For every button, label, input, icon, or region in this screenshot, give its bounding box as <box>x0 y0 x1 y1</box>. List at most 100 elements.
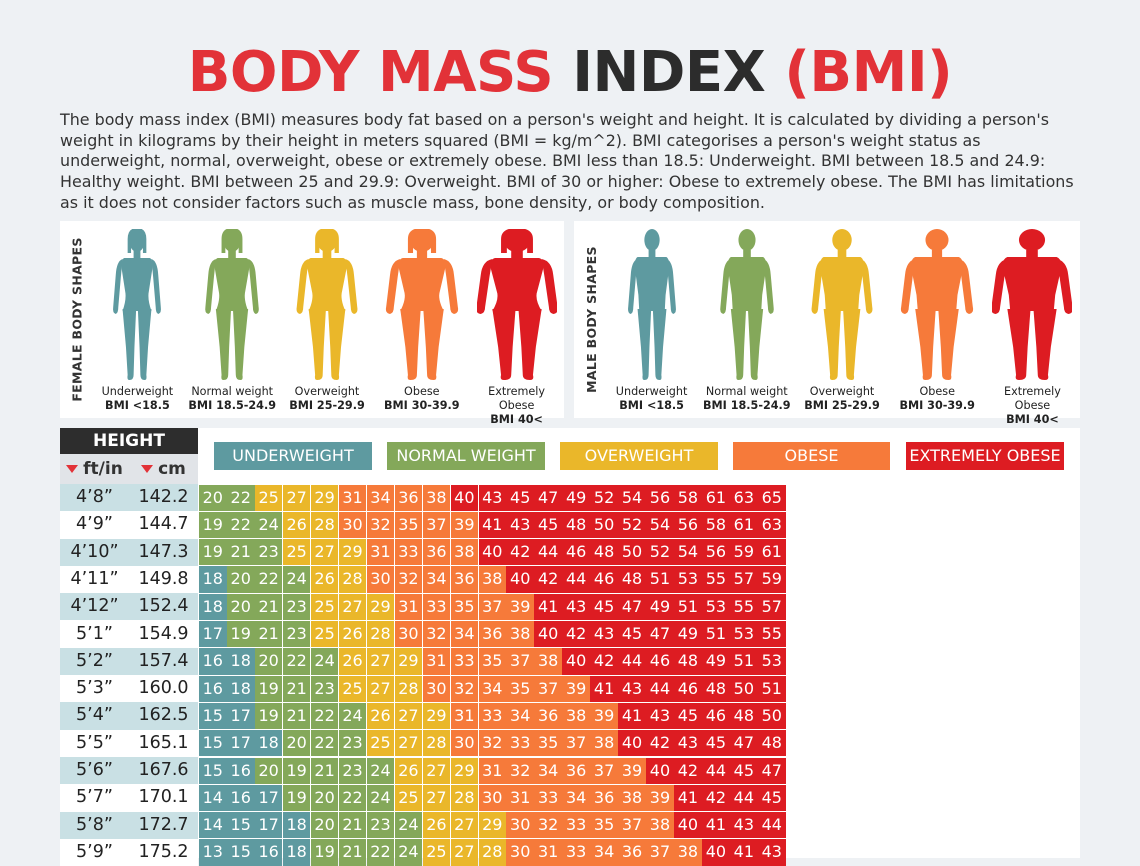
bmi-cell: 24 <box>366 784 395 812</box>
figure-caption: Extremely Obese BMI 40< <box>469 385 564 427</box>
bmi-cell: 20 <box>310 784 339 812</box>
bmi-cell: 39 <box>618 757 646 784</box>
bmi-cell: 58 <box>702 511 730 539</box>
bmi-cell: 48 <box>562 511 590 539</box>
bmi-cell: 59 <box>730 539 758 566</box>
bmi-cell: 27 <box>310 539 339 566</box>
bmi-cell: 43 <box>618 675 646 702</box>
bmi-cell: 56 <box>702 539 730 566</box>
height-cm: 170.1 <box>138 787 189 808</box>
height-cm: 147.3 <box>138 541 189 562</box>
bmi-cell: 43 <box>478 484 507 511</box>
bmi-cell: 46 <box>702 702 730 730</box>
bmi-cell: 39 <box>646 784 674 812</box>
bmi-cell: 30 <box>478 784 507 812</box>
height-row: 5’4” 162.5 <box>60 702 198 730</box>
bmi-cell: 31 <box>450 702 479 730</box>
bmi-cell: 19 <box>310 839 339 866</box>
bmi-cell: 57 <box>730 566 758 593</box>
bmi-cell: 45 <box>618 621 646 648</box>
bmi-cell: 50 <box>730 675 758 702</box>
bmi-cell: 43 <box>590 621 618 648</box>
body-silhouette-icon <box>476 229 557 380</box>
figure-label: Extremely Obese <box>1004 385 1061 412</box>
height-row: 5’6” 167.6 <box>60 757 198 785</box>
bmi-cell: 34 <box>562 784 590 812</box>
bmi-cell: 30 <box>394 621 423 648</box>
bmi-cell: 41 <box>674 784 702 812</box>
bmi-cell: 26 <box>366 702 395 730</box>
bmi-cell: 45 <box>534 511 562 539</box>
bmi-cell: 22 <box>366 839 395 866</box>
bmi-cell: 46 <box>646 648 674 675</box>
bmi-cell: 52 <box>590 484 618 511</box>
bmi-cell: 29 <box>366 593 395 620</box>
bmi-cell: 22 <box>310 730 339 757</box>
bmi-cell: 33 <box>422 593 451 620</box>
bmi-cell: 51 <box>674 593 702 620</box>
body-silhouette-icon <box>811 229 873 380</box>
bmi-cell: 20 <box>310 812 339 839</box>
bmi-cell: 16 <box>226 784 255 812</box>
bmi-cell: 25 <box>422 839 451 866</box>
height-header: HEIGHT <box>60 428 198 454</box>
bmi-cell: 28 <box>310 511 339 539</box>
bmi-cell: 31 <box>534 839 562 866</box>
height-ft-in: 4’8” <box>76 487 113 507</box>
bmi-cell: 20 <box>254 648 283 675</box>
bmi-cell: 36 <box>618 839 646 866</box>
bmi-cell: 13 <box>199 839 227 866</box>
male-panel-label: MALE BODY SHAPES <box>583 246 599 393</box>
bmi-cell: 21 <box>226 539 255 566</box>
bmi-cell: 51 <box>758 675 786 702</box>
height-cm: 167.6 <box>138 760 189 780</box>
bmi-cell: 41 <box>590 675 618 702</box>
bmi-cell: 46 <box>562 539 590 566</box>
bmi-cell: 22 <box>226 511 255 539</box>
bmi-cell: 27 <box>282 484 311 511</box>
bmi-cell: 19 <box>199 511 227 539</box>
legend-normal-weight: NORMAL WEIGHT <box>387 442 545 470</box>
bmi-cell: 48 <box>758 730 786 757</box>
bmi-cell: 37 <box>506 648 535 675</box>
height-cm: 144.7 <box>138 514 189 535</box>
bmi-cell: 50 <box>590 511 618 539</box>
bmi-cell: 21 <box>254 593 283 620</box>
height-row: 4’8” 142.2 <box>60 484 198 512</box>
bmi-cell: 35 <box>450 593 479 620</box>
body-silhouette-icon <box>296 229 358 380</box>
bmi-cell: 38 <box>618 784 646 812</box>
female-figure-underweight: Underweight BMI <18.5 <box>90 221 185 418</box>
height-row: 4’11” 149.8 <box>60 565 198 594</box>
bmi-cell: 56 <box>646 484 674 511</box>
bmi-cell: 24 <box>254 511 283 539</box>
bmi-cell: 20 <box>282 730 311 757</box>
bmi-cell: 25 <box>338 675 367 702</box>
bmi-cell: 18 <box>199 566 227 593</box>
bmi-cell: 24 <box>310 648 339 675</box>
bmi-cell: 31 <box>422 648 451 675</box>
female-figure-extremely-obese: Extremely Obese BMI 40< <box>469 221 564 426</box>
bmi-cell: 32 <box>478 730 507 757</box>
bmi-cell: 30 <box>422 675 451 702</box>
sort-down-icon <box>66 465 79 473</box>
bmi-cell: 43 <box>562 593 590 620</box>
bmi-cell: 35 <box>534 730 562 757</box>
bmi-cell: 45 <box>674 702 702 730</box>
bmi-cell: 36 <box>590 784 618 812</box>
bmi-cell: 27 <box>450 812 479 839</box>
bmi-cell: 43 <box>506 511 535 539</box>
bmi-cell: 40 <box>450 484 479 511</box>
bmi-cell: 63 <box>758 511 786 539</box>
bmi-cell: 47 <box>618 593 646 620</box>
bmi-cell: 31 <box>506 784 535 812</box>
height-cm: 172.7 <box>138 814 189 835</box>
legend-underweight: UNDERWEIGHT <box>214 442 372 470</box>
height-row: 5’2” 157.4 <box>60 647 198 676</box>
bmi-cell: 50 <box>618 539 646 566</box>
figure-caption: Overweight BMI 25-29.9 <box>794 385 889 413</box>
bmi-cell: 29 <box>310 484 339 511</box>
bmi-cell: 27 <box>338 593 367 620</box>
male-figure-extremely-obese: Extremely Obese BMI 40< <box>985 221 1080 426</box>
bmi-cell: 42 <box>562 621 590 648</box>
